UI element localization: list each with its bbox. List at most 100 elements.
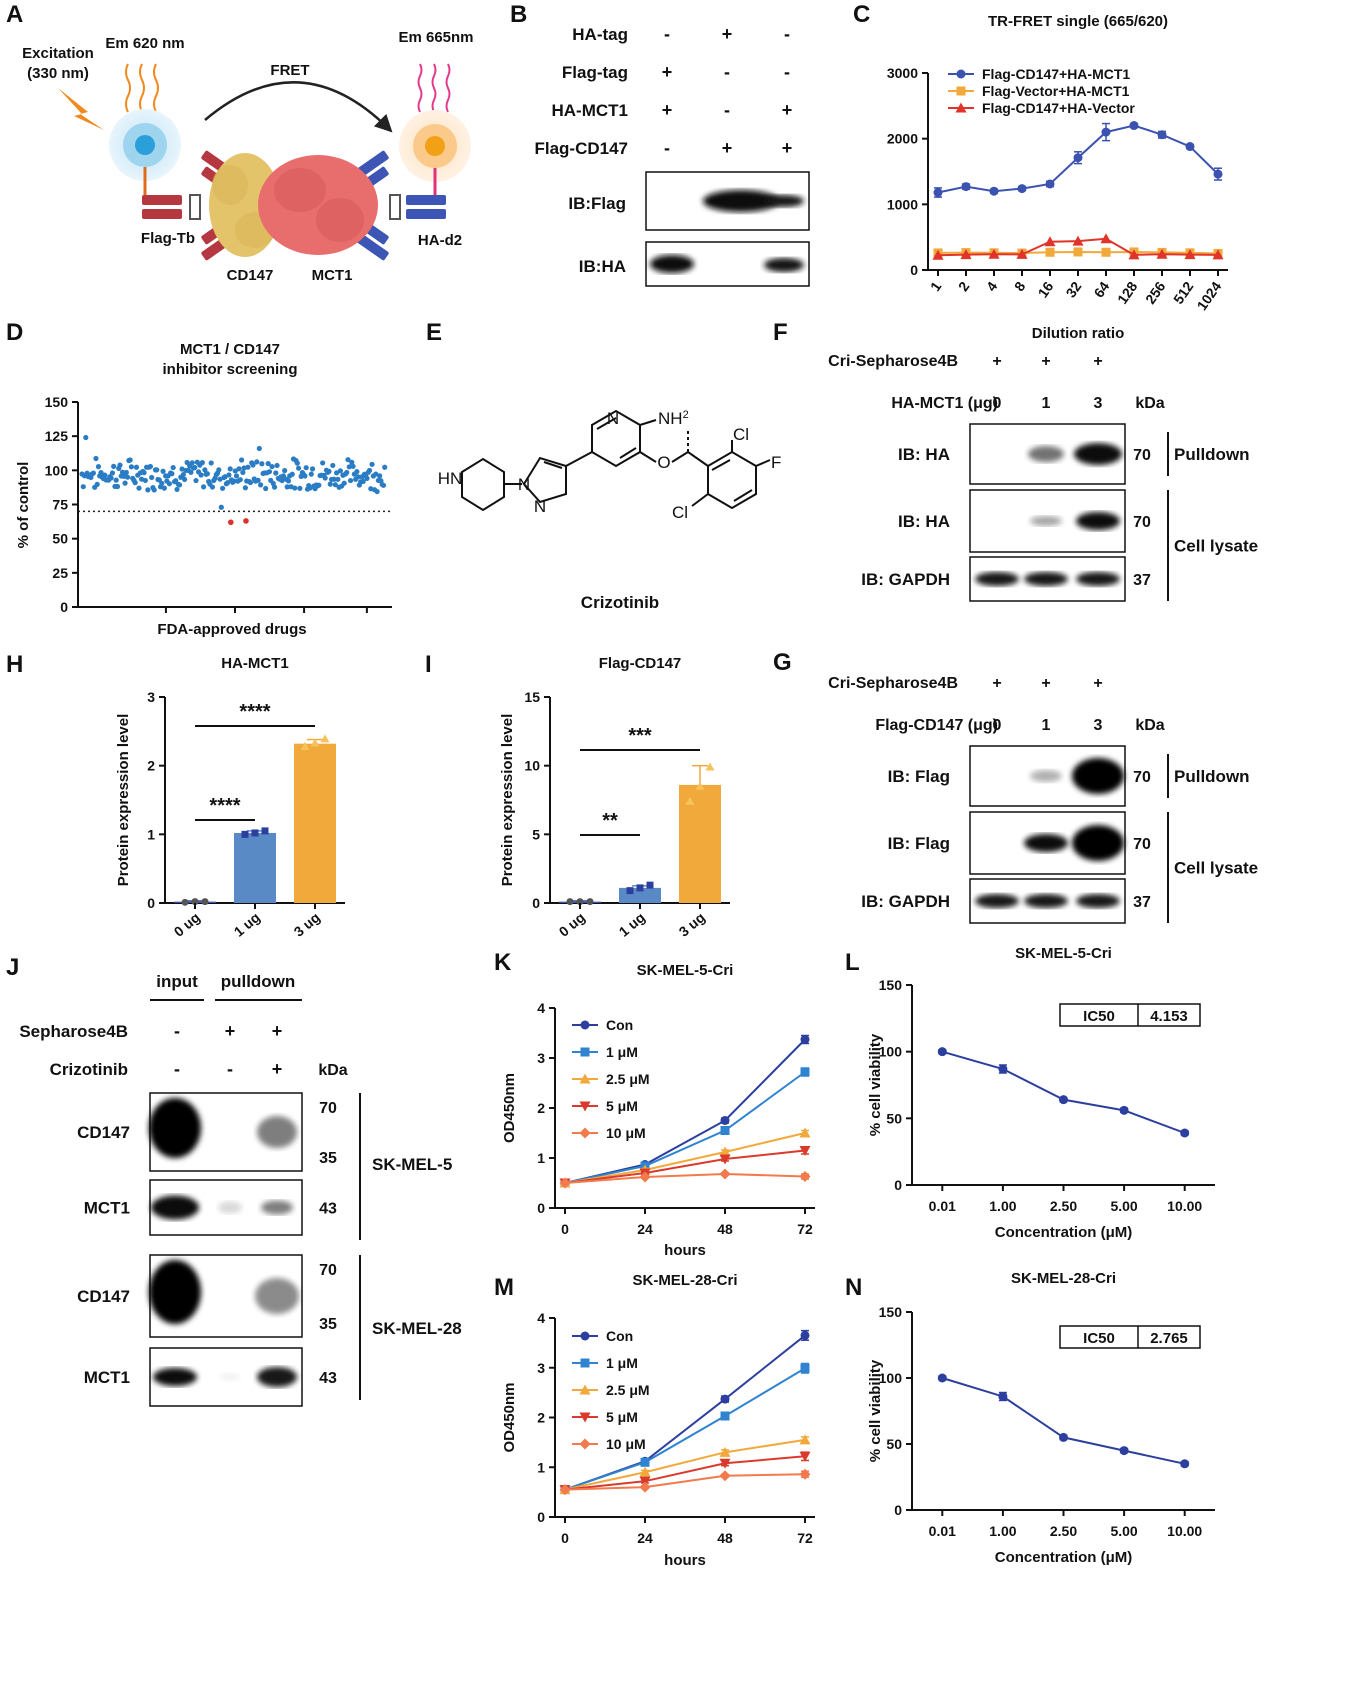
data-point <box>117 462 123 468</box>
data-point <box>141 470 147 476</box>
data-point <box>265 460 271 467</box>
data-point <box>579 1127 591 1139</box>
panel-b: B HA-tag - + - Flag-tag + - - HA-MCT1 + - + Flag-CD1… <box>510 1 810 287</box>
data-point <box>1016 248 1028 259</box>
data-point <box>1180 1128 1190 1138</box>
data-point <box>169 471 175 477</box>
chart-title: SK-MEL-5-Cri <box>1015 945 1112 962</box>
data-point <box>559 1484 571 1496</box>
blot-label: IB: Flag <box>888 834 950 853</box>
x-tick-label: 72 <box>797 1530 813 1546</box>
kda-marker: 70 <box>319 1262 337 1279</box>
kda-marker: 70 <box>319 1100 337 1117</box>
y-tick-label: 0 <box>537 1200 545 1216</box>
ic50-box <box>1059 1325 1201 1349</box>
x-tick-label: 24 <box>637 1221 653 1237</box>
blot-label: IB: HA <box>898 445 950 464</box>
kda-header: kDa <box>1135 395 1164 412</box>
column-header: input <box>156 972 198 991</box>
data-point <box>1044 236 1056 247</box>
y-tick-label: 0 <box>537 1509 545 1525</box>
series-line <box>564 1438 806 1491</box>
data-point <box>300 741 310 750</box>
data-point <box>646 881 654 889</box>
data-point <box>345 457 351 463</box>
blot-band <box>255 1278 299 1314</box>
data-point <box>955 102 967 113</box>
row-label: Sepharose4B <box>19 1022 128 1041</box>
data-point <box>274 462 280 469</box>
data-point <box>332 482 338 488</box>
data-point <box>579 1101 591 1112</box>
blot-band <box>1024 572 1068 586</box>
data-point <box>350 463 356 469</box>
data-point <box>937 1047 947 1057</box>
data-point <box>320 460 326 466</box>
dose-label: 3 <box>1094 395 1103 412</box>
kda-header: kDa <box>318 1062 347 1079</box>
data-point <box>251 829 259 837</box>
panel-g: G Cri-Sepharose4B + + + Flag-CD147 (μg)0 1 3 kD… <box>773 649 1258 924</box>
x-axis-label: Dilution ratio <box>1032 325 1125 342</box>
y-tick-label: 150 <box>879 977 903 993</box>
data-point <box>1059 1432 1068 1442</box>
excitation-label: Excitation <box>22 45 94 62</box>
data-point <box>800 1067 810 1077</box>
data-point <box>193 477 199 484</box>
data-point <box>160 468 166 474</box>
blot-band <box>153 1368 197 1386</box>
data-point <box>636 884 644 892</box>
atom-label: N <box>534 497 546 516</box>
data-point <box>364 475 370 481</box>
cell-line-label: SK-MEL-5 <box>372 1155 452 1174</box>
data-point <box>720 1116 730 1125</box>
treatment-mark: + <box>722 138 733 158</box>
blot-band <box>1076 572 1120 586</box>
y-tick-label: 100 <box>879 1044 903 1060</box>
legend-label: 1 μM <box>606 1044 638 1060</box>
data-point <box>799 1451 811 1462</box>
data-point <box>341 480 347 486</box>
series-line <box>564 1149 806 1184</box>
column-header: pulldown <box>221 972 296 991</box>
dose-label: 1 <box>1042 395 1051 412</box>
data-point <box>98 470 104 476</box>
row-label: HA-tag <box>572 25 628 44</box>
data-point <box>199 460 205 466</box>
x-tick-label: 512 <box>1170 278 1197 306</box>
data-point <box>998 1064 1008 1074</box>
panel-i: I Flag-CD147 0 5 10 15 Protein expression lev… <box>425 651 730 940</box>
crizotinib-structure <box>461 409 771 512</box>
x-tick-label: 3 ug <box>291 909 323 940</box>
data-point <box>296 465 302 471</box>
data-point <box>1128 249 1140 260</box>
x-tick-label: 48 <box>717 1221 733 1237</box>
data-point <box>719 1146 731 1157</box>
kda-marker: 43 <box>319 1370 337 1387</box>
x-axis-label: Concentration (μM) <box>995 1549 1133 1566</box>
legend-label: Flag-Vector+HA-MCT1 <box>982 83 1130 99</box>
significance-stars: *** <box>628 725 652 747</box>
ic50-box <box>1059 1003 1201 1027</box>
data-point <box>956 69 966 79</box>
group-label: Cell lysate <box>1174 859 1258 878</box>
data-point <box>800 1035 810 1044</box>
significance-stars: **** <box>239 701 270 723</box>
blot-label: IB: GAPDH <box>861 892 950 911</box>
legend-label: 1 μM <box>606 1355 638 1371</box>
mct1-protein <box>258 155 378 255</box>
kda-marker: 70 <box>1133 447 1151 464</box>
treatment-mark: - <box>174 1021 180 1041</box>
data-point <box>1073 153 1083 163</box>
data-point <box>639 1481 651 1493</box>
data-point <box>335 476 341 482</box>
group-label: Cell lysate <box>1174 537 1258 556</box>
data-point <box>580 1047 590 1057</box>
data-point <box>799 1434 811 1445</box>
data-point <box>316 482 322 488</box>
series-line <box>564 1071 806 1184</box>
y-tick-label: 50 <box>886 1436 902 1452</box>
data-point <box>247 479 254 486</box>
data-point <box>337 468 343 474</box>
data-point <box>347 477 354 484</box>
